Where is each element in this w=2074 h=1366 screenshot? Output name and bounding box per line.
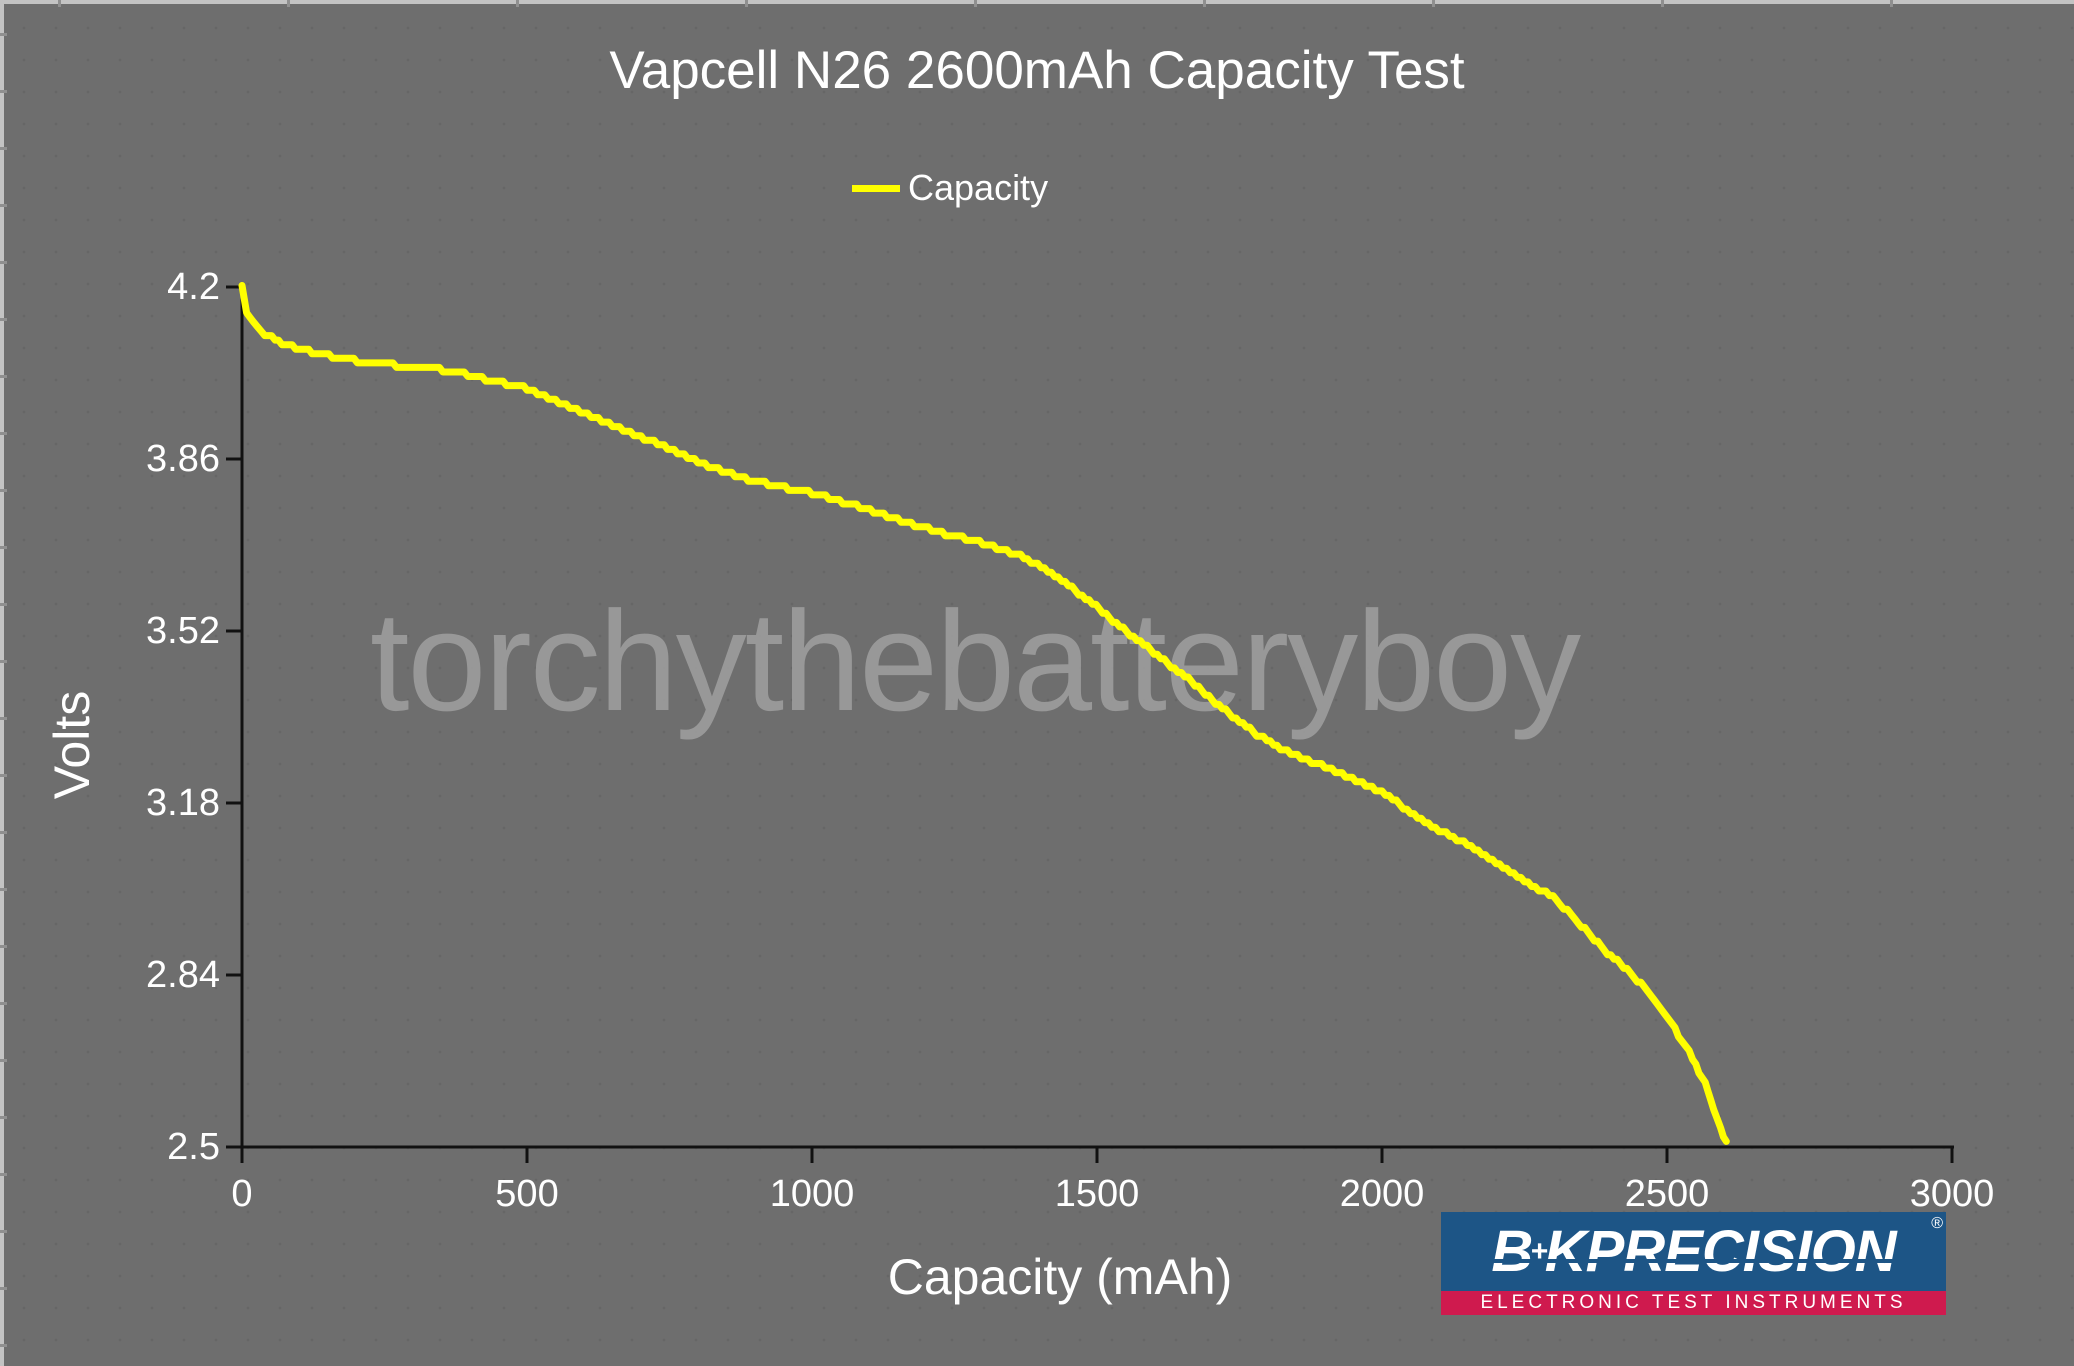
ruler-tick xyxy=(0,1230,7,1233)
ruler-tick xyxy=(1432,0,1435,7)
x-tick-label: 2500 xyxy=(1624,1173,1710,1215)
ruler-tick xyxy=(0,90,7,93)
x-axis-title: Capacity (mAh) xyxy=(887,1249,1233,1305)
ruler-tick xyxy=(0,432,7,435)
ruler-tick xyxy=(0,1344,7,1347)
ruler-tick xyxy=(1661,0,1664,7)
capacity-curve xyxy=(238,282,1730,1145)
ruler-tick xyxy=(0,1287,7,1290)
ruler-tick xyxy=(0,546,7,549)
ruler-tick xyxy=(1890,0,1893,7)
ruler-tick xyxy=(0,717,7,720)
logo-speed-slash xyxy=(1461,1259,1916,1263)
logo-letter-b: B xyxy=(1491,1219,1533,1284)
x-tick-label: 1500 xyxy=(1054,1173,1140,1215)
y-tick-label: 2.84 xyxy=(146,954,220,996)
ruler-tick xyxy=(0,888,7,891)
x-tick-label: 500 xyxy=(495,1173,559,1215)
ruler-tick xyxy=(0,603,7,606)
bk-precision-logo: B + K PRECISION ® ELECTRONIC TEST INSTRUME… xyxy=(1441,1212,1946,1315)
x-tick-label: 3000 xyxy=(1909,1173,1995,1215)
ruler-tick xyxy=(0,261,7,264)
left-edge-ruler xyxy=(0,0,7,1366)
ruler-tick xyxy=(0,33,7,36)
ruler-tick xyxy=(0,1173,7,1176)
logo-name: PRECISION xyxy=(1585,1219,1897,1284)
ruler-tick xyxy=(0,660,7,663)
ruler-tick xyxy=(0,147,7,150)
ruler-tick xyxy=(516,0,519,7)
y-tick-label: 3.86 xyxy=(146,438,220,480)
registered-mark: ® xyxy=(1931,1215,1943,1232)
ruler-tick xyxy=(0,1059,7,1062)
ruler-tick xyxy=(287,0,290,7)
y-tick-label: 2.5 xyxy=(167,1126,220,1168)
y-tick-label: 3.18 xyxy=(146,782,220,824)
logo-letter-k: K xyxy=(1544,1219,1587,1284)
x-tick-label: 2000 xyxy=(1339,1173,1425,1215)
legend: Capacity xyxy=(852,168,1048,208)
ruler-tick xyxy=(745,0,748,7)
ruler-tick xyxy=(0,1116,7,1119)
ruler-tick xyxy=(1203,0,1206,7)
ruler-tick xyxy=(0,489,7,492)
ruler-tick xyxy=(0,774,7,777)
ruler-tick xyxy=(974,0,977,7)
ruler-tick xyxy=(0,375,7,378)
chart-title: Vapcell N26 2600mAh Capacity Test xyxy=(609,41,1465,100)
y-tick-label: 4.2 xyxy=(167,266,220,308)
ruler-tick xyxy=(0,831,7,834)
legend-label: Capacity xyxy=(908,167,1049,208)
y-tick-label: 3.52 xyxy=(146,610,220,652)
watermark-text: torchythebatteryboy xyxy=(370,582,1581,741)
ruler-tick xyxy=(58,0,61,7)
logo-tagline: ELECTRONIC TEST INSTRUMENTS xyxy=(1441,1291,1946,1315)
x-tick-label: 1000 xyxy=(769,1173,855,1215)
ruler-tick xyxy=(0,1002,7,1005)
ruler-tick xyxy=(0,318,7,321)
ruler-tick xyxy=(0,204,7,207)
bk-precision-wordmark: B + K PRECISION ® xyxy=(1441,1212,1946,1291)
legend-line-swatch xyxy=(852,184,900,192)
top-edge-ruler xyxy=(0,0,2074,7)
ruler-tick xyxy=(0,945,7,948)
x-tick-label: 0 xyxy=(231,1173,253,1215)
